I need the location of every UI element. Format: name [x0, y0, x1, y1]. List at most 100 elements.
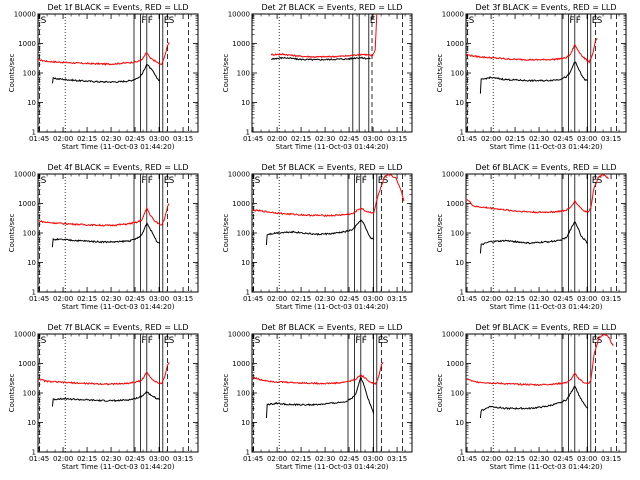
series-events-line: [479, 61, 588, 94]
plot-frame: [465, 333, 627, 453]
event-marker-label: F: [141, 336, 146, 346]
event-marker-label: F: [141, 16, 146, 26]
series-events-line: [51, 63, 160, 84]
y-tick-label: 1000: [18, 360, 36, 368]
x-tick-label: 02:00: [267, 295, 287, 303]
x-tick-label: 01:45: [243, 135, 263, 143]
x-tick-label: 02:30: [529, 135, 549, 143]
x-axis-label: Start Time (11-Oct-03 01:44:20): [62, 463, 175, 471]
series-group: [466, 174, 609, 254]
x-tick-label: 03:00: [149, 135, 169, 143]
x-tick-label: 03:15: [387, 135, 407, 143]
x-axis-label: Start Time (11-Oct-03 01:44:20): [276, 303, 389, 311]
event-marker-label: E: [592, 336, 598, 346]
x-tick-label: 01:45: [243, 455, 263, 463]
y-tick-label: 1: [460, 449, 464, 457]
x-axis-label: Start Time (11-Oct-03 01:44:20): [490, 143, 603, 151]
y-axis-label: Counts/sec: [8, 54, 16, 93]
event-marker-label: F: [148, 176, 153, 186]
panel-title: Det 9f BLACK = Events, RED = LLD: [475, 323, 616, 332]
x-tick-label: 02:30: [315, 295, 335, 303]
y-tick-label: 1: [32, 129, 36, 137]
y-axis-label: Counts/sec: [222, 54, 230, 93]
series-group: [466, 334, 614, 419]
y-tick-label: 1000: [18, 200, 36, 208]
x-tick-label: 02:00: [53, 455, 73, 463]
plot-frame: [37, 333, 199, 453]
series-group: [252, 174, 405, 246]
event-marker-label: S: [41, 176, 47, 186]
panel-title: Det 4f BLACK = Events, RED = LLD: [47, 163, 188, 172]
x-tick-label: 02:00: [481, 295, 501, 303]
x-tick-label: 03:15: [173, 295, 193, 303]
event-marker-label: S: [41, 16, 47, 26]
x-tick-label: 03:15: [601, 295, 621, 303]
event-marker-label: E: [164, 176, 170, 186]
y-tick-label: 100: [451, 70, 464, 78]
x-tick-label: 02:00: [53, 135, 73, 143]
x-tick-label: 03:15: [387, 455, 407, 463]
series-group: [252, 362, 384, 419]
series-events-line: [271, 56, 371, 62]
panel-det-2: Det 2f BLACK = Events, RED = LLD 1 10 100 10…: [222, 3, 413, 151]
panel-title: Det 8f BLACK = Events, RED = LLD: [261, 323, 402, 332]
x-tick-label: 02:45: [553, 135, 573, 143]
series-events-line: [51, 391, 160, 407]
y-tick-label: 10000: [442, 11, 464, 19]
y-tick-label: 100: [451, 230, 464, 238]
x-tick-label: 02:45: [339, 135, 359, 143]
x-tick-label: 02:00: [53, 295, 73, 303]
y-tick-label: 10: [455, 99, 464, 107]
x-tick-label: 02:45: [553, 295, 573, 303]
plot-frame: [37, 173, 199, 293]
y-tick-label: 10: [27, 259, 36, 267]
x-tick-label: 01:45: [29, 135, 49, 143]
x-tick-label: 03:15: [173, 455, 193, 463]
y-tick-label: 10000: [14, 11, 36, 19]
x-tick-label: 02:00: [481, 455, 501, 463]
y-tick-label: 1: [246, 129, 250, 137]
y-tick-label: 1: [246, 289, 250, 297]
event-marker-label: E: [164, 336, 170, 346]
event-marker-label: F: [362, 336, 367, 346]
x-tick-label: 02:15: [505, 295, 525, 303]
event-marker-label: E: [592, 16, 598, 26]
x-tick-label: 01:45: [457, 295, 477, 303]
event-marker-label: S: [255, 336, 261, 346]
x-tick-label: 02:45: [339, 295, 359, 303]
series-lld-line: [38, 203, 170, 227]
x-tick-label: 03:15: [387, 295, 407, 303]
x-tick-label: 03:00: [149, 295, 169, 303]
panel-det-8: Det 8f BLACK = Events, RED = LLD 1 10 100 10…: [222, 323, 413, 471]
x-tick-label: 02:45: [125, 135, 145, 143]
y-tick-label: 100: [23, 230, 36, 238]
y-tick-label: 1: [460, 289, 464, 297]
x-tick-label: 02:30: [315, 135, 335, 143]
plot-frame: [37, 13, 199, 133]
plot-frame: [251, 13, 413, 133]
x-tick-label: 01:45: [457, 455, 477, 463]
panel-title: Det 2f BLACK = Events, RED = LLD: [261, 3, 402, 12]
x-tick-label: 02:30: [101, 455, 121, 463]
series-events-line: [265, 375, 375, 419]
x-tick-label: 02:15: [291, 135, 311, 143]
x-tick-label: 02:30: [101, 135, 121, 143]
panel-title: Det 5f BLACK = Events, RED = LLD: [261, 163, 402, 172]
x-tick-label: 02:30: [101, 295, 121, 303]
y-tick-label: 1: [32, 449, 36, 457]
y-tick-label: 100: [23, 390, 36, 398]
event-marker-label: S: [469, 16, 475, 26]
panel-det-7: Det 7f BLACK = Events, RED = LLD 1 10 100 10…: [8, 323, 199, 471]
y-tick-label: 10: [27, 419, 36, 427]
event-marker-label: S: [597, 176, 603, 186]
y-axis-label: Counts/sec: [8, 214, 16, 253]
series-events-line: [479, 220, 588, 254]
panel-title: Det 1f BLACK = Events, RED = LLD: [47, 3, 188, 12]
x-tick-label: 03:15: [173, 135, 193, 143]
x-tick-label: 02:30: [529, 295, 549, 303]
event-marker-label: E: [378, 336, 384, 346]
event-marker-label: S: [169, 336, 175, 346]
series-events-line: [265, 219, 374, 246]
y-tick-label: 1000: [446, 360, 464, 368]
